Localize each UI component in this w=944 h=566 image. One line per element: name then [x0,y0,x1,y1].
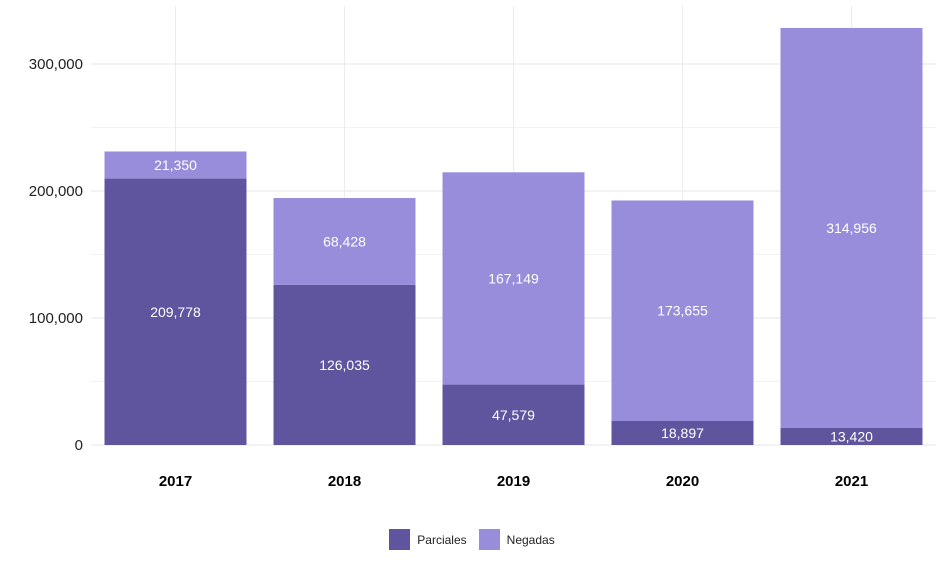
x-tick-label-2020: 2020 [666,473,699,490]
legend-item-negadas: Negadas [478,529,555,550]
legend: Parciales Negadas [0,529,944,550]
bar-negadas-2020 [611,200,754,422]
legend-label-negadas: Negadas [506,532,555,547]
x-tick-label-2021: 2021 [835,473,868,490]
legend-label-parciales: Parciales [417,532,467,547]
data-label-negadas-2017: 21,350 [154,157,197,173]
data-label-parciales-2021: 13,420 [830,428,873,444]
data-label-parciales-2020: 18,897 [661,425,704,441]
x-axis: 2017 2018 2019 2020 2021 [159,473,868,490]
bar-negadas-2021 [780,27,923,428]
y-tick-label: 0 [75,437,83,454]
bar-parciales-2019 [442,384,585,445]
bar-negadas-2018 [273,198,416,285]
data-label-negadas-2020: 173,655 [657,303,708,319]
y-axis: 0 100,000 200,000 300,000 [29,56,83,454]
data-label-parciales-2019: 47,579 [492,407,535,423]
bar-parciales-2020 [611,421,754,445]
bar-parciales-2021 [780,427,923,445]
legend-item-parciales: Parciales [389,529,467,550]
data-label-negadas-2019: 167,149 [488,270,539,286]
x-tick-label-2018: 2018 [328,473,361,490]
legend-swatch-negadas [478,529,500,550]
y-tick-label: 200,000 [29,183,83,200]
y-tick-label: 300,000 [29,56,83,73]
legend-swatch-parciales [389,529,411,550]
x-tick-label-2017: 2017 [159,473,192,490]
bars: 209,778 21,350 126,035 68,428 47,579 167,149 1… [104,27,923,445]
data-label-negadas-2021: 314,956 [826,220,877,236]
x-tick-label-2019: 2019 [497,473,530,490]
bar-negadas-2019 [442,172,585,385]
bar-negadas-2017 [104,151,247,179]
data-label-negadas-2018: 68,428 [323,233,366,249]
bar-parciales-2017 [104,178,247,445]
data-label-parciales-2017: 209,778 [150,304,201,320]
bar-parciales-2018 [273,284,416,445]
data-label-parciales-2018: 126,035 [319,357,370,373]
y-tick-label: 100,000 [29,310,83,327]
